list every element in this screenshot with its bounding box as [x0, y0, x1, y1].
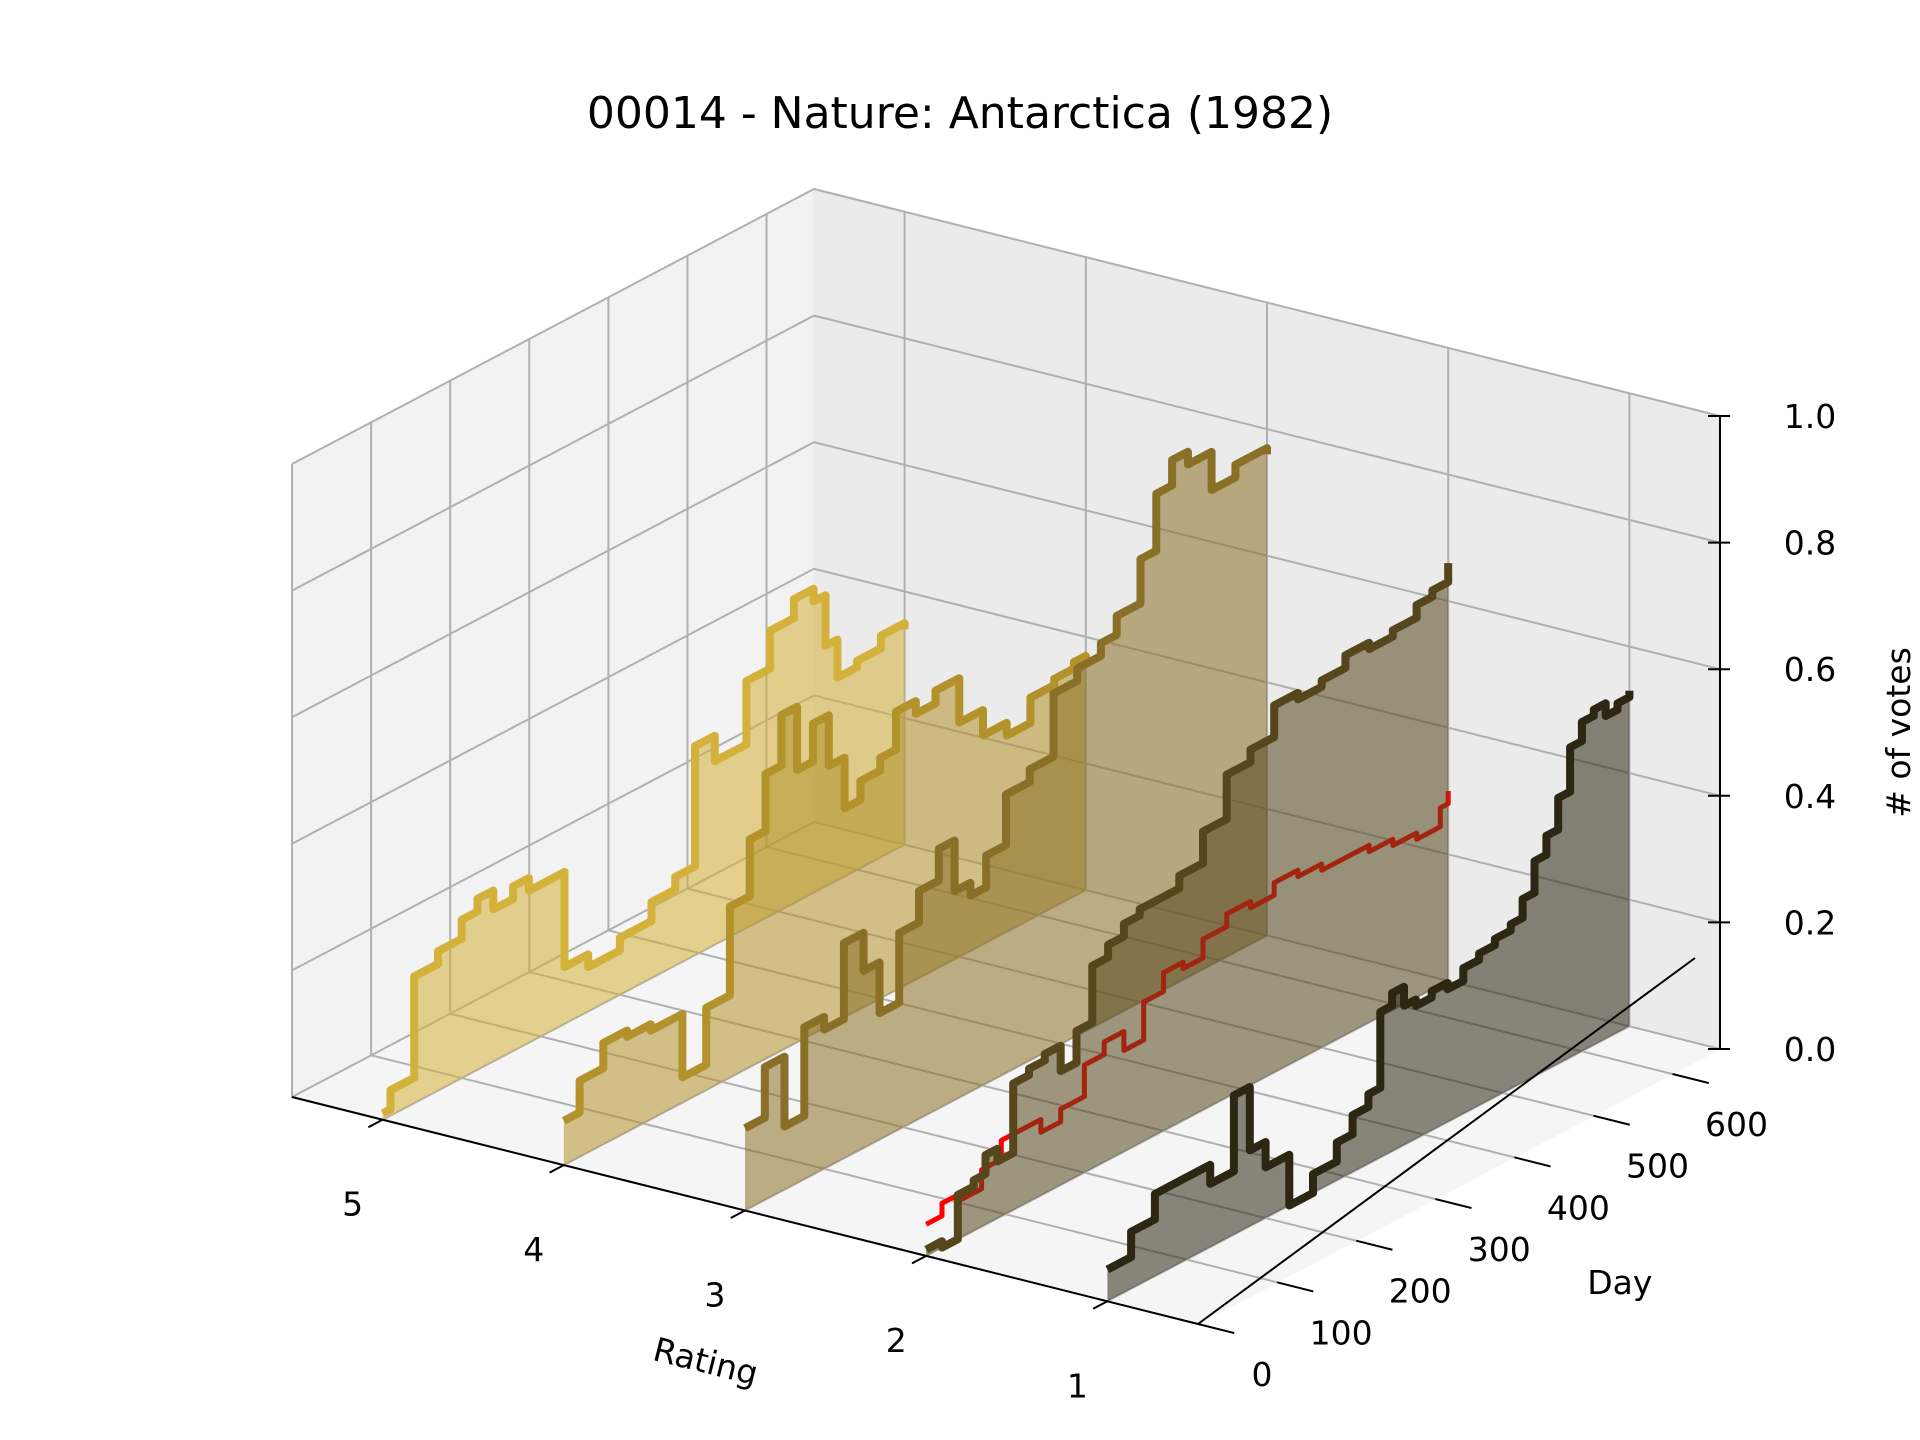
grid-line-votes	[291, 187, 1721, 465]
day-tick	[1514, 1156, 1551, 1168]
rating-tick-label: 2	[886, 1321, 907, 1360]
series-area	[382, 588, 905, 1120]
votes-tick-label: 0.8	[1784, 524, 1836, 563]
x-axis-label: Rating	[649, 1330, 762, 1394]
series-area	[926, 563, 1449, 1256]
series-line	[1105, 690, 1634, 1274]
day-tick	[1672, 1073, 1710, 1085]
grid-line-votes	[291, 441, 1721, 719]
chart-title: 00014 - Nature: Antarctica (1982)	[587, 88, 1333, 139]
day-tick-label: 0	[1252, 1355, 1273, 1394]
votes-tick-label: 0.2	[1784, 903, 1836, 942]
axis-lines	[291, 415, 1730, 1335]
votes-tick-label: 0.0	[1784, 1030, 1836, 1069]
series-line	[561, 651, 1090, 1125]
series-area	[563, 655, 1086, 1166]
day-tick	[1593, 1114, 1630, 1126]
day-tick-label: 300	[1468, 1230, 1531, 1269]
day-tick-label: 600	[1705, 1105, 1768, 1144]
day-axis-line	[1197, 957, 1696, 1325]
y-axis-label: Day	[1587, 1263, 1652, 1302]
day-tick-label: 500	[1626, 1147, 1689, 1186]
day-tick	[1435, 1198, 1472, 1210]
votes-tick-label: 0.6	[1784, 650, 1836, 689]
rating-tick	[1092, 1300, 1108, 1310]
series-rating-5	[380, 584, 909, 1120]
series-line	[380, 584, 909, 1117]
rating-tick-label: 5	[342, 1185, 363, 1224]
tick-labels: 5 4 3 2 1 0 100 200 300 400 500 600 0.0 0.2 0.4 0.6 0.8 1…	[342, 397, 1836, 1405]
day-tick-label: 200	[1389, 1272, 1452, 1311]
series-line	[743, 444, 1271, 1132]
series-rating-2	[924, 563, 1453, 1256]
series-rating-3	[743, 444, 1271, 1211]
day-tick-label: 400	[1547, 1188, 1610, 1227]
rating-tick	[549, 1164, 565, 1174]
rating-tick	[911, 1255, 927, 1265]
rating-tick-label: 1	[1067, 1366, 1088, 1405]
z-axis-label: # of votes	[1879, 647, 1918, 818]
rating-tick	[730, 1209, 746, 1219]
series-rating-1	[1105, 690, 1634, 1302]
rating-tick-label: 3	[705, 1276, 726, 1315]
grid-line-votes	[291, 314, 1721, 592]
day-tick	[1355, 1239, 1393, 1251]
series-rating-4	[561, 651, 1090, 1166]
series-line	[924, 563, 1453, 1254]
day-tick-label: 100	[1310, 1313, 1373, 1352]
series-layer	[380, 444, 1634, 1302]
votes-tick-label: 0.4	[1784, 777, 1836, 816]
day-tick	[1197, 1323, 1235, 1335]
rating-tick-label: 4	[523, 1230, 544, 1269]
votes-tick-label: 1.0	[1784, 397, 1836, 436]
rating-tick	[367, 1118, 384, 1129]
day-tick	[1276, 1281, 1314, 1293]
